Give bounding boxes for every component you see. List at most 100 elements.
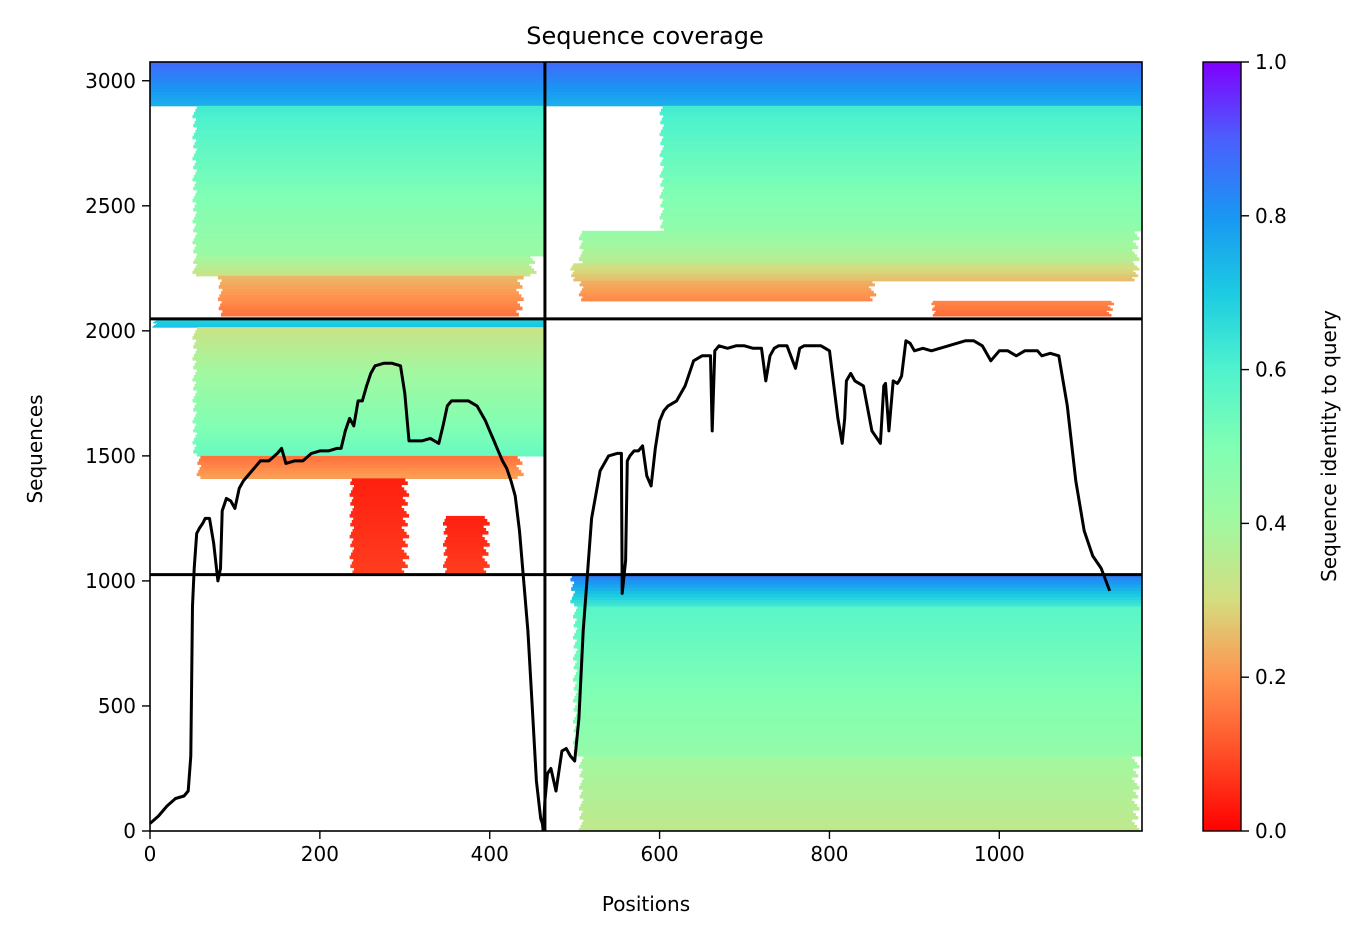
heatmap-band [193, 449, 545, 454]
heatmap-band [354, 525, 402, 530]
heatmap-band [195, 330, 545, 334]
heatmap-band [351, 561, 406, 566]
heatmap-band [574, 738, 1142, 742]
heatmap-band [581, 251, 1135, 256]
heatmap-band [581, 813, 1136, 817]
colorbar-tick-label: 1.0 [1255, 50, 1287, 74]
heatmap-band [575, 684, 1142, 688]
heatmap-band [193, 207, 545, 212]
heatmap-band [579, 245, 1139, 250]
heatmap-band [577, 690, 1142, 694]
heatmap-band [194, 425, 545, 430]
heatmap-band [575, 671, 1142, 676]
heatmap-band [196, 431, 545, 436]
heatmap-band [196, 105, 545, 110]
heatmap-band [580, 233, 1138, 238]
heatmap-band [193, 366, 545, 370]
heatmap-band [194, 342, 545, 346]
heatmap-band [196, 411, 545, 415]
heatmap-band [193, 249, 545, 254]
heatmap-band [573, 644, 1142, 649]
heatmap-band [570, 267, 1140, 271]
heatmap-band [578, 293, 877, 297]
y-axis-ticks: 0 500 1000 1500 2000 2500 3000 [85, 69, 150, 843]
heatmap-band [150, 91, 545, 95]
heatmap-band [193, 396, 545, 400]
heatmap-band [577, 711, 1142, 715]
colorbar-tick-label: 0.0 [1255, 819, 1287, 843]
heatmap-band [196, 210, 545, 215]
heatmap-band [664, 144, 1142, 149]
heatmap-band [352, 508, 405, 512]
heatmap-band [150, 76, 545, 81]
heatmap-band [354, 546, 402, 551]
heatmap-band [574, 269, 1134, 273]
y-tick-label: 500 [98, 694, 136, 718]
heatmap-band [220, 303, 520, 308]
heatmap-band [574, 696, 1142, 700]
heatmap-band [195, 129, 545, 134]
heatmap-band [195, 150, 545, 155]
heatmap-band [580, 254, 1138, 258]
heatmap-band [193, 437, 545, 442]
heatmap-band [575, 608, 1142, 613]
heatmap-band [351, 499, 406, 503]
heatmap-band [193, 408, 545, 412]
heatmap-band [575, 735, 1142, 739]
heatmap-band [447, 534, 483, 538]
heatmap-band [662, 210, 1142, 214]
heatmap-band [193, 354, 545, 358]
heatmap-band [192, 135, 545, 140]
heatmap-band [583, 798, 1133, 802]
heatmap-band [349, 555, 410, 560]
heatmap-band [351, 490, 407, 494]
heatmap-band [195, 213, 545, 218]
heatmap-band [352, 570, 405, 574]
heatmap-band [444, 540, 488, 544]
heatmap-band [583, 248, 1133, 253]
heatmap-band [350, 481, 408, 485]
heatmap-band [196, 327, 545, 331]
heatmap-band [352, 549, 405, 554]
heatmap-band [578, 257, 1140, 261]
heatmap-band [580, 825, 1138, 829]
heatmap-band [446, 546, 484, 550]
heatmap-band [663, 218, 1142, 223]
heatmap-band [578, 807, 1140, 811]
heatmap-band [196, 117, 545, 122]
colorbar [1202, 61, 1242, 832]
heatmap-band [544, 91, 1142, 95]
heatmap-band [445, 528, 487, 532]
heatmap-band [576, 702, 1142, 706]
heatmap-band [573, 699, 1142, 703]
heatmap-band [661, 180, 1142, 184]
heatmap-band [194, 405, 545, 409]
heatmap-band [352, 528, 405, 533]
heatmap-band [575, 629, 1142, 634]
heatmap-band [544, 70, 1142, 75]
heatmap-band [575, 620, 1142, 625]
heatmap-band [580, 804, 1138, 808]
heatmap-band [573, 278, 1135, 282]
heatmap-band [443, 552, 489, 556]
heatmap-band [575, 662, 1142, 667]
heatmap-band [354, 484, 402, 488]
heatmap-band [219, 294, 522, 298]
heatmap-band [150, 99, 545, 104]
heatmap-band [196, 138, 545, 143]
heatmap-band [583, 756, 1133, 760]
heatmap-band [573, 614, 1142, 619]
heatmap-band [196, 422, 545, 427]
heatmap-band [571, 596, 1142, 601]
heatmap-band [443, 564, 490, 568]
heatmap-band [192, 219, 545, 224]
heatmap-band [195, 192, 545, 197]
chart-title: Sequence coverage [526, 22, 763, 50]
heatmap-band [350, 543, 408, 548]
heatmap-band [351, 540, 406, 545]
heatmap-band [192, 270, 537, 274]
heatmap-band [353, 537, 403, 542]
heatmap-band [664, 123, 1142, 128]
heatmap-band [192, 114, 545, 119]
heatmap-band [195, 434, 545, 439]
